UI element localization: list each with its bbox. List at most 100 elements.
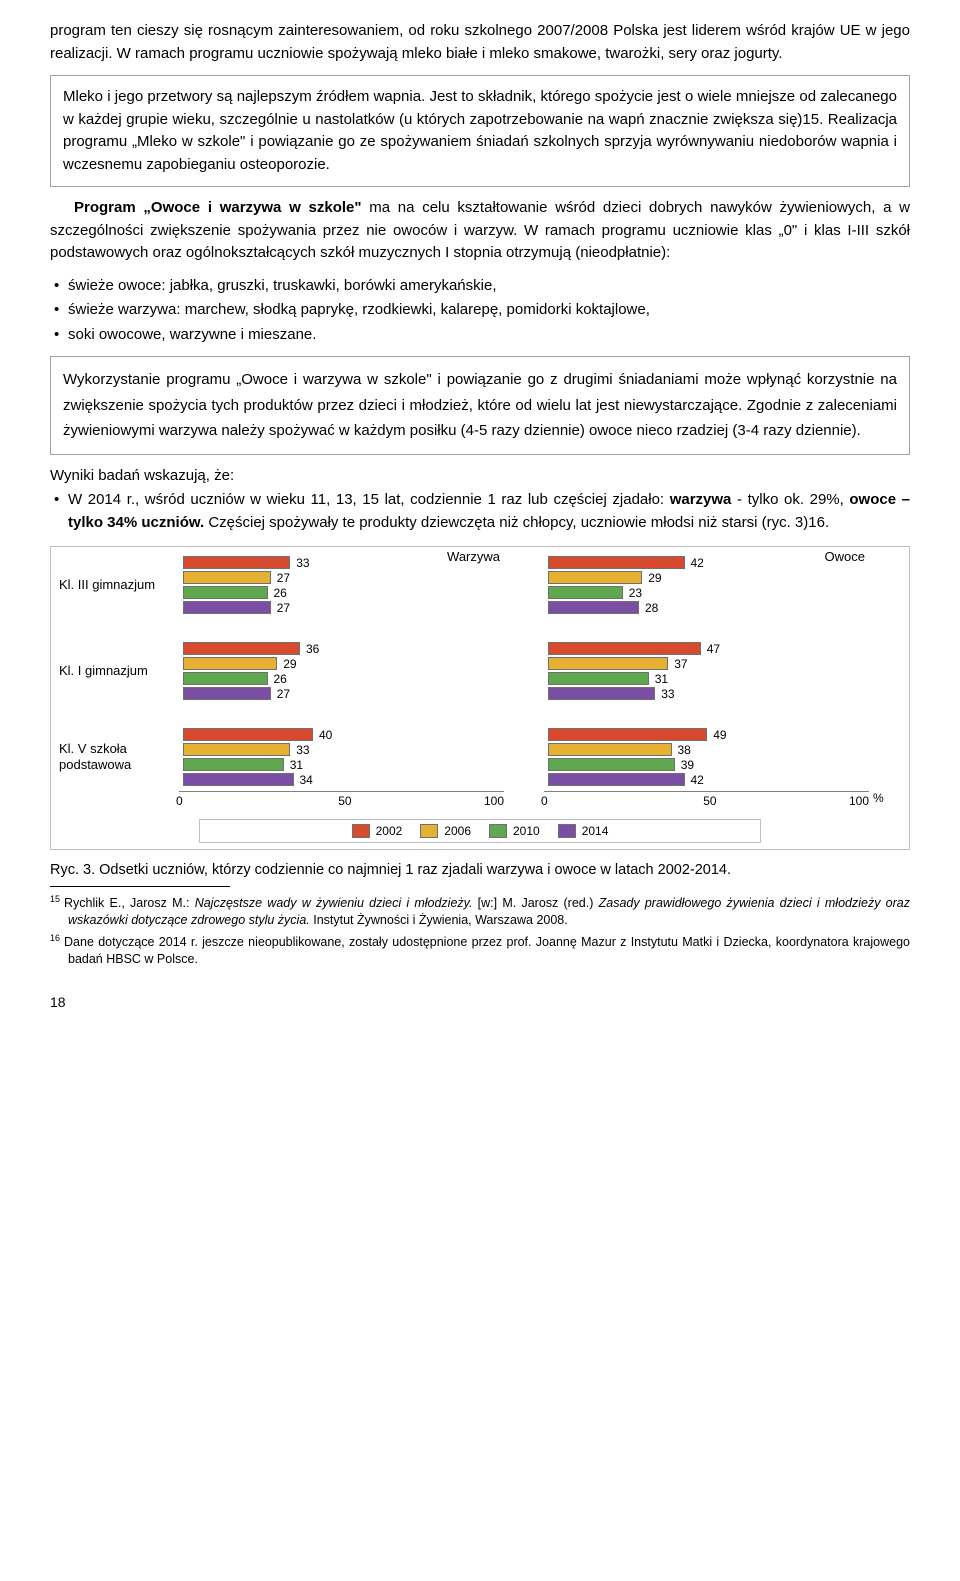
bar-value: 49 bbox=[713, 728, 726, 742]
bar-value: 27 bbox=[277, 687, 290, 701]
tick: 100 bbox=[849, 794, 869, 808]
bar bbox=[183, 601, 271, 614]
chart-group: Kl. V szkoła podstawowa4033313449383942 bbox=[59, 727, 901, 787]
legend-label: 2010 bbox=[513, 824, 540, 838]
page-number: 18 bbox=[50, 994, 910, 1010]
bar-row: 27 bbox=[183, 686, 508, 701]
bar bbox=[183, 728, 313, 741]
footnote-15: 15 Rychlik E., Jarosz M.: Najczęstsze wad… bbox=[50, 893, 910, 929]
chart-panel-right: Owoce42292328 bbox=[548, 555, 873, 615]
chart-legend: 2002 2006 2010 2014 bbox=[199, 819, 761, 843]
bar-row: 31 bbox=[183, 757, 508, 772]
bar bbox=[548, 672, 649, 685]
legend-label: 2006 bbox=[444, 824, 471, 838]
bar-value: 37 bbox=[674, 657, 687, 671]
chart-panel-left: 36292627 bbox=[183, 641, 508, 701]
tick: 100 bbox=[484, 794, 504, 808]
bar bbox=[183, 672, 268, 685]
bar-row: 26 bbox=[183, 585, 508, 600]
bar-value: 42 bbox=[691, 556, 704, 570]
chart-title-left: Warzywa bbox=[447, 549, 500, 564]
bar-row: 23 bbox=[548, 585, 873, 600]
bar-value: 28 bbox=[645, 601, 658, 615]
bar bbox=[548, 601, 639, 614]
paragraph-fruits-intro: Program „Owoce i warzywa w szkole" ma na… bbox=[50, 197, 910, 265]
chart-ylabel: Kl. I gimnazjum bbox=[59, 663, 183, 679]
page: program ten cieszy się rosnącym zaintere… bbox=[0, 0, 960, 1030]
bar-row: 27 bbox=[183, 570, 508, 585]
legend-item: 2002 bbox=[352, 824, 403, 838]
bar bbox=[548, 758, 675, 771]
chart-group: Kl. I gimnazjum36292627 47 37 3133 bbox=[59, 641, 901, 701]
bar-value: 47 bbox=[707, 642, 720, 656]
footnote-text: Rychlik E., Jarosz M.: bbox=[64, 896, 195, 910]
bar bbox=[548, 728, 707, 741]
box-fruits-text: Wykorzystanie programu „Owoce i warzywa … bbox=[63, 367, 897, 444]
bar-row: 49 bbox=[548, 727, 873, 742]
bar-row: 29 bbox=[548, 570, 873, 585]
list-item: świeże warzywa: marchew, słodką paprykę,… bbox=[50, 299, 910, 322]
box-fruits: Wykorzystanie programu „Owoce i warzywa … bbox=[50, 356, 910, 455]
chart-x-axis: 0 50 100 0 50 100 % bbox=[59, 791, 901, 805]
bar-row: 29 bbox=[183, 656, 508, 671]
list-item: świeże owoce: jabłka, gruszki, truskawki… bbox=[50, 275, 910, 298]
tick: 50 bbox=[338, 794, 351, 808]
chart-group: Kl. III gimnazjumWarzywa33272627 Owoce422… bbox=[59, 555, 901, 615]
bar-value: 33 bbox=[296, 743, 309, 757]
bar-row: 28 bbox=[548, 600, 873, 615]
footnote-text: Dane dotyczące 2014 r. jeszcze nieopubli… bbox=[64, 935, 910, 966]
footnote-italic: Najczęstsze wady w żywieniu dzieci i mło… bbox=[195, 896, 473, 910]
bar bbox=[548, 571, 642, 584]
bar-row: 33 bbox=[548, 686, 873, 701]
bar-row: 27 bbox=[183, 600, 508, 615]
chart-container: Kl. III gimnazjumWarzywa33272627Owoce422… bbox=[50, 546, 910, 850]
paragraph-intro: program ten cieszy się rosnącym zaintere… bbox=[50, 20, 910, 65]
box-milk-text: Mleko i jego przetwory są najlepszym źró… bbox=[63, 86, 897, 176]
footnote-16: 16Dane dotyczące 2014 r. jeszcze nieopub… bbox=[50, 932, 910, 968]
tick: 0 bbox=[541, 794, 548, 808]
bar bbox=[548, 642, 701, 655]
legend-label: 2002 bbox=[376, 824, 403, 838]
bar bbox=[183, 758, 284, 771]
bar-row: 36 bbox=[183, 641, 508, 656]
legend-item: 2010 bbox=[489, 824, 540, 838]
bar-row: 34 bbox=[183, 772, 508, 787]
bar-row: 31 bbox=[548, 671, 873, 686]
chart-title-right: Owoce bbox=[825, 549, 865, 564]
bar-row: 37 bbox=[548, 656, 873, 671]
swatch-2014 bbox=[558, 824, 576, 838]
bar-row: 39 bbox=[548, 757, 873, 772]
bar bbox=[183, 571, 271, 584]
bar-value: 26 bbox=[274, 586, 287, 600]
bar-value: 29 bbox=[283, 657, 296, 671]
swatch-2010 bbox=[489, 824, 507, 838]
legend-item: 2006 bbox=[420, 824, 471, 838]
bar-row: 33 bbox=[183, 742, 508, 757]
legend-item: 2014 bbox=[558, 824, 609, 838]
axis-right: 0 50 100 bbox=[544, 791, 869, 805]
bar bbox=[183, 687, 271, 700]
bar bbox=[548, 586, 623, 599]
chart-panel-left: Warzywa33272627 bbox=[183, 555, 508, 615]
bar-value: 23 bbox=[629, 586, 642, 600]
chart-ylabel: Kl. III gimnazjum bbox=[59, 577, 183, 593]
bar-value: 33 bbox=[661, 687, 674, 701]
footnote-text: Instytut Żywności i Żywienia, Warszawa 2… bbox=[310, 913, 568, 927]
bar bbox=[548, 743, 672, 756]
legend-label: 2014 bbox=[582, 824, 609, 838]
bar bbox=[183, 743, 290, 756]
bar-row: 26 bbox=[183, 671, 508, 686]
bar-value: 34 bbox=[300, 773, 313, 787]
bar-value: 33 bbox=[296, 556, 309, 570]
bar-value: 26 bbox=[274, 672, 287, 686]
results-list: W 2014 r., wśród uczniów w wieku 11, 13,… bbox=[50, 489, 910, 534]
pct-label: % bbox=[873, 791, 884, 805]
bar bbox=[183, 773, 294, 786]
bar bbox=[548, 657, 668, 670]
swatch-2006 bbox=[420, 824, 438, 838]
bar-value: 31 bbox=[655, 672, 668, 686]
footnote-num: 15 bbox=[50, 894, 60, 904]
bar-value: 39 bbox=[681, 758, 694, 772]
bar bbox=[183, 657, 277, 670]
bar-value: 38 bbox=[678, 743, 691, 757]
